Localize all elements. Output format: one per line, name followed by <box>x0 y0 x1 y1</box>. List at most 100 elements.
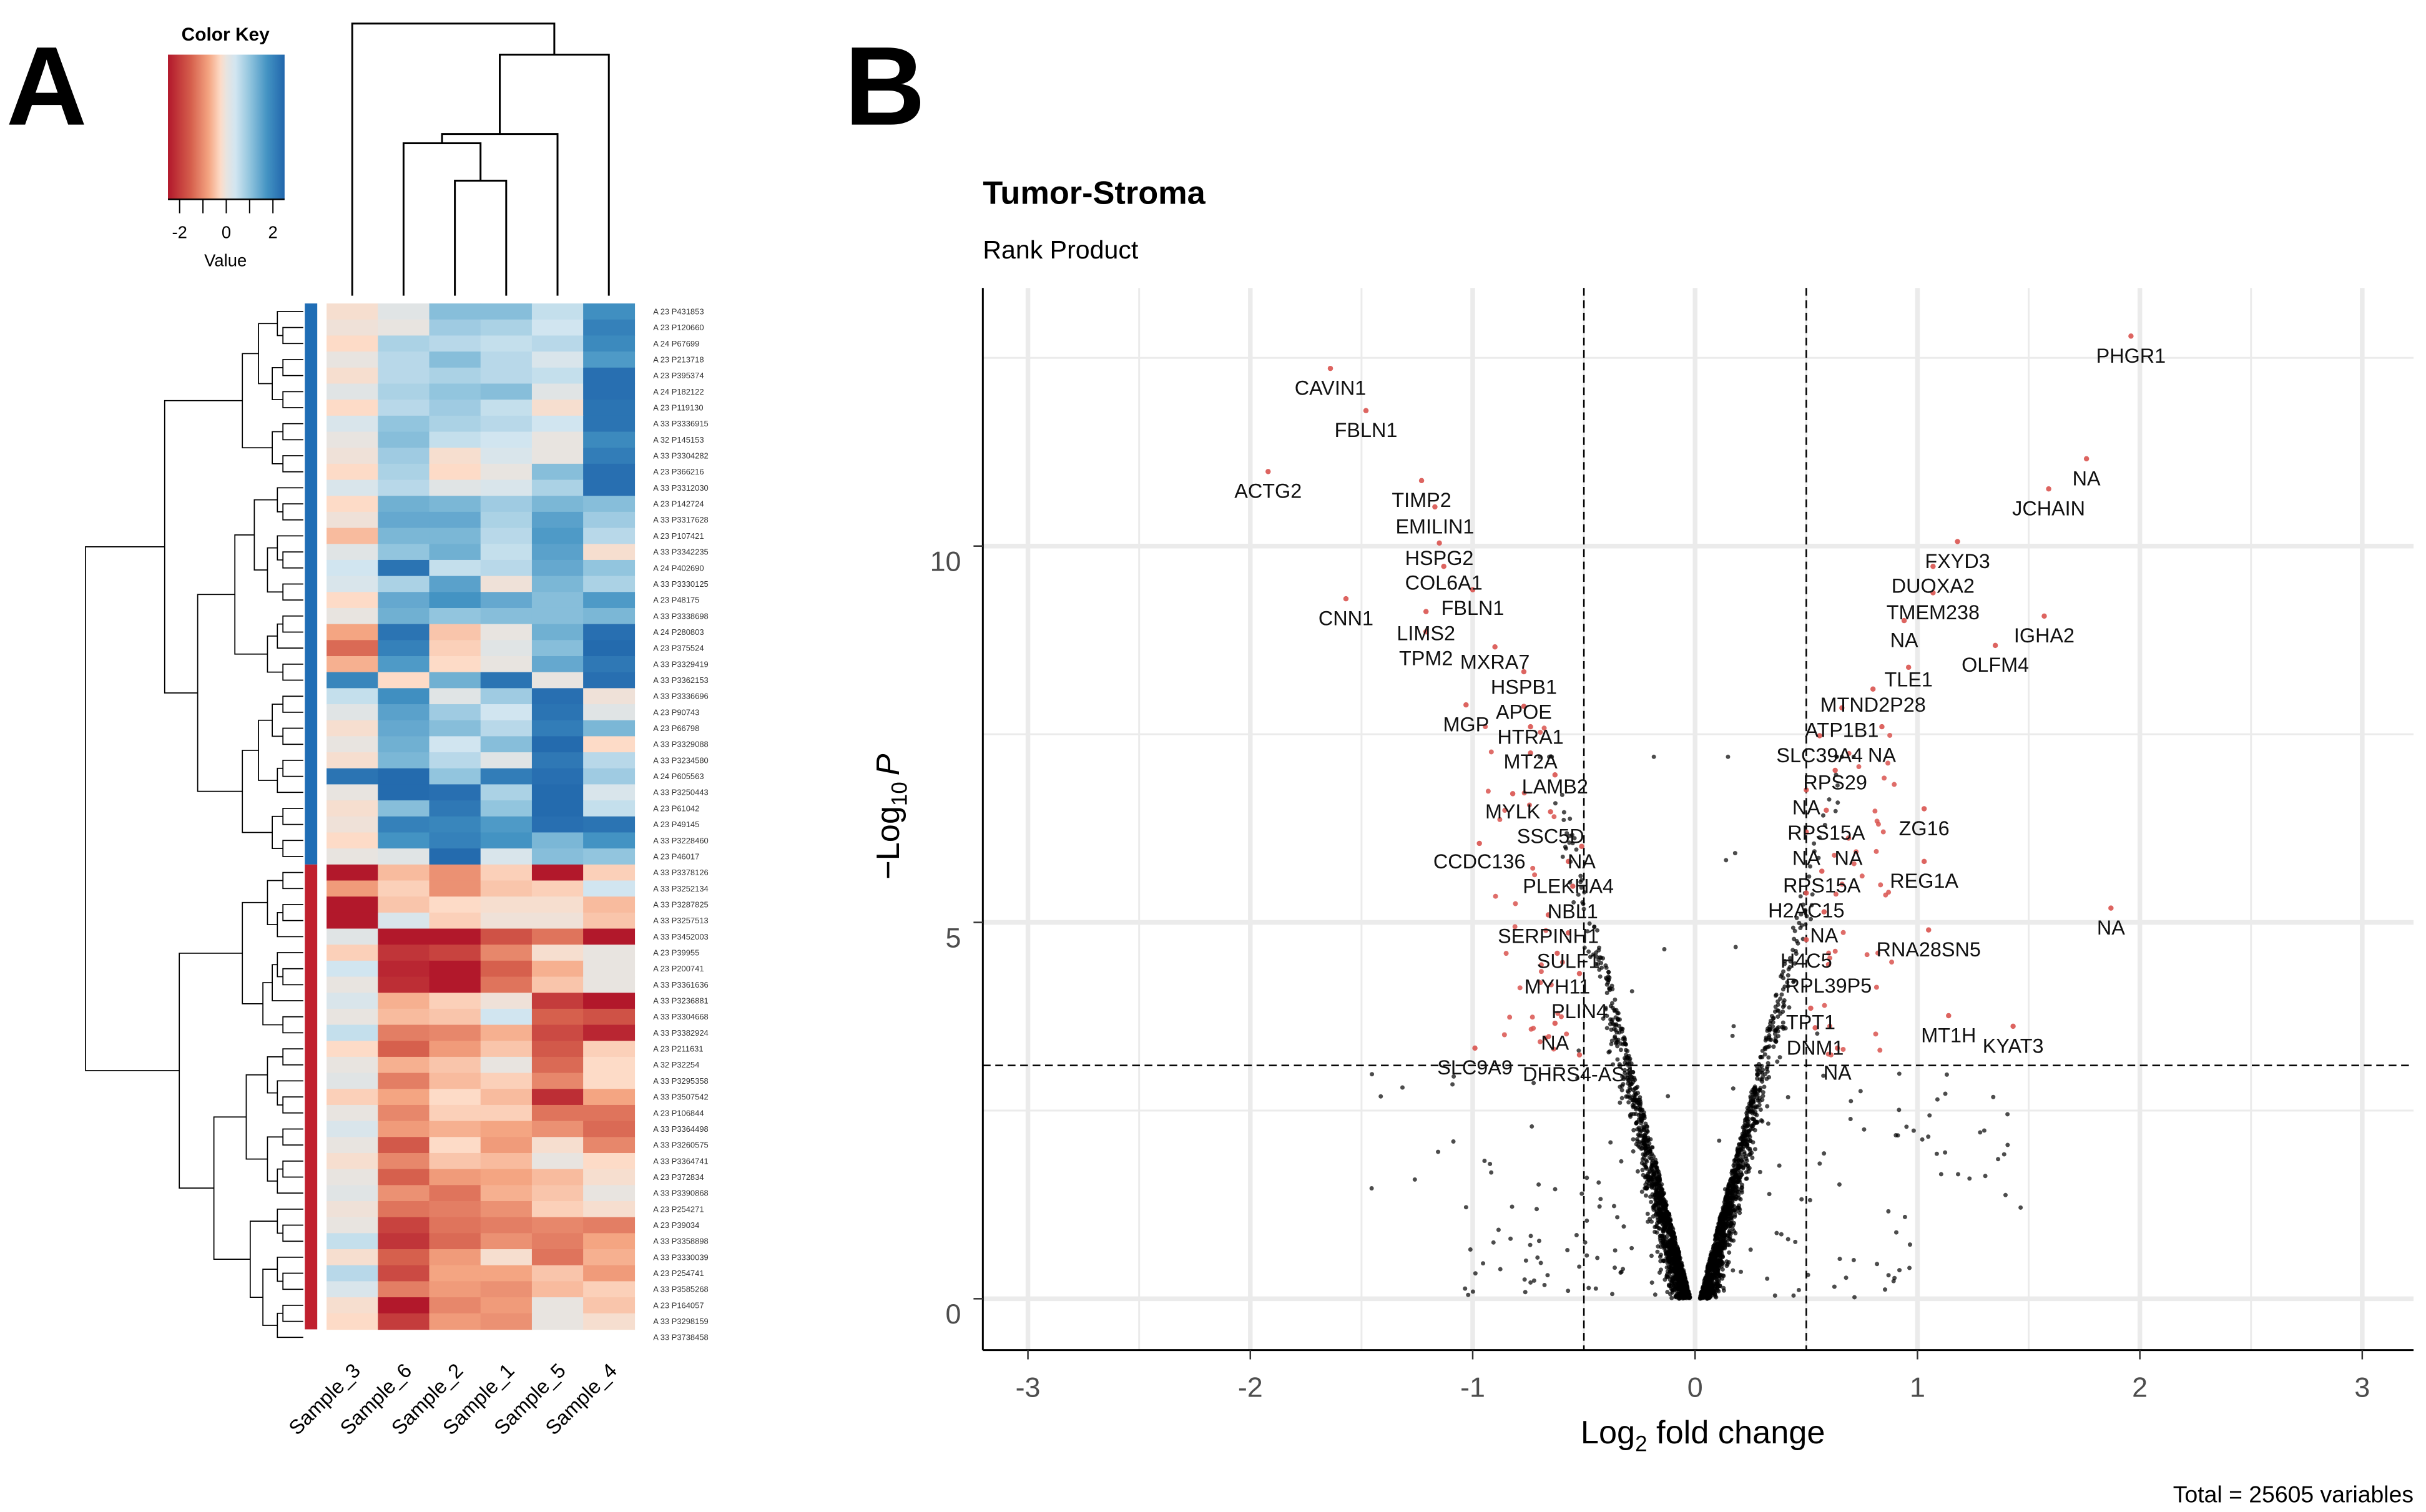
data-point <box>1655 1202 1660 1207</box>
data-point <box>1450 1082 1455 1087</box>
heatmap-cell <box>378 1281 430 1298</box>
column-dendrogram <box>351 22 610 296</box>
color-key-axis: -2 0 2 <box>168 198 285 242</box>
significant-point <box>1501 1032 1507 1038</box>
heatmap-cell <box>480 655 533 673</box>
data-point <box>1798 926 1803 931</box>
dendrogram-branch <box>277 952 303 978</box>
data-point <box>1666 1094 1671 1099</box>
data-point <box>1748 1094 1753 1099</box>
data-point <box>1451 1074 1456 1079</box>
heatmap-cell <box>378 367 430 385</box>
data-point <box>1565 1248 1570 1252</box>
data-point <box>1642 1114 1647 1119</box>
data-point <box>1777 1055 1782 1060</box>
data-point <box>1644 1146 1649 1151</box>
data-point <box>1609 1001 1614 1006</box>
data-point <box>1744 1156 1749 1161</box>
significant-point <box>1555 1011 1561 1016</box>
significant-point <box>1833 891 1839 897</box>
data-point <box>1793 1239 1798 1244</box>
heatmap-cell <box>429 1073 481 1090</box>
heatmap-cell <box>378 912 430 930</box>
labeled-point <box>1879 724 1885 730</box>
heatmap-cell <box>480 592 533 609</box>
data-point <box>1553 1187 1558 1192</box>
labeled-point <box>1565 858 1571 865</box>
data-point <box>1671 1267 1676 1272</box>
heatmap-cell <box>531 704 584 721</box>
data-point <box>1709 1275 1714 1280</box>
data-point <box>1741 1165 1746 1170</box>
heatmap-cell <box>327 800 379 817</box>
data-point <box>1773 1004 1778 1009</box>
heatmap-cell <box>531 832 584 849</box>
heatmap-cell <box>480 319 533 336</box>
data-point <box>1612 1008 1617 1013</box>
gene-label: H2AC15 <box>1768 900 1844 922</box>
data-point <box>1815 1031 1820 1036</box>
data-point <box>1669 1251 1674 1256</box>
dendrogram-branch <box>282 326 303 345</box>
significant-point <box>1538 980 1543 986</box>
data-point <box>1886 1209 1891 1214</box>
significant-point <box>1503 951 1509 956</box>
y-axis-title-main: −Log <box>870 806 906 880</box>
heatmap-cell <box>429 976 481 993</box>
data-point <box>1648 1217 1653 1222</box>
data-point <box>1536 1182 1541 1187</box>
data-point <box>1669 1295 1674 1300</box>
heatmap-cell <box>327 928 379 945</box>
dendrogram-branch <box>282 1096 303 1114</box>
significant-point <box>1883 892 1888 898</box>
gene-label: MYLK <box>1485 800 1541 823</box>
heatmap-cell <box>531 1104 584 1122</box>
data-point <box>1595 928 1600 933</box>
data-point <box>1665 1260 1670 1265</box>
data-point <box>1624 1042 1629 1047</box>
row-label: A 23 P106844 <box>653 1108 704 1117</box>
gene-label: DHRS4-AS1 <box>1523 1063 1636 1086</box>
gene-label: DNM1 <box>1787 1036 1844 1059</box>
heatmap-cell <box>583 655 636 673</box>
labeled-point <box>1825 961 1832 968</box>
data-point <box>1653 1292 1657 1297</box>
heatmap-cell <box>583 319 636 336</box>
data-point <box>1687 1295 1692 1300</box>
data-point <box>1848 1116 1853 1121</box>
data-point <box>1568 817 1573 822</box>
heatmap-cell <box>429 1089 481 1106</box>
data-point <box>1717 1227 1722 1232</box>
data-point <box>1604 1013 1609 1018</box>
heatmap-cell <box>480 1104 533 1122</box>
data-point <box>1944 1072 1949 1077</box>
heatmap-cell <box>480 945 533 961</box>
heatmap-cell <box>480 479 533 496</box>
gene-label: FBLN1 <box>1335 419 1398 441</box>
data-point <box>2005 1112 2010 1117</box>
heatmap-cell <box>327 1281 379 1298</box>
heatmap-cell <box>378 1056 430 1074</box>
heatmap-cell <box>429 544 481 561</box>
heatmap-cell <box>583 383 636 400</box>
gene-label: JCHAIN <box>2012 497 2085 519</box>
significant-point <box>1880 829 1886 835</box>
heatmap-cell <box>531 960 584 978</box>
data-point <box>1729 1214 1734 1219</box>
heatmap-cell <box>327 544 379 561</box>
data-point <box>1666 1230 1671 1235</box>
heatmap-cell <box>429 1281 481 1298</box>
data-point <box>1747 1166 1752 1171</box>
data-point <box>1714 1284 1719 1289</box>
heatmap-cell <box>480 1201 533 1218</box>
labeled-point <box>1418 478 1425 484</box>
labeled-point <box>1930 590 1936 596</box>
data-point <box>1844 1275 1849 1280</box>
data-point <box>1586 1285 1591 1290</box>
data-point <box>1620 1074 1625 1079</box>
data-point <box>1767 1192 1772 1197</box>
data-point <box>1991 1094 1996 1099</box>
data-point <box>1938 1172 1943 1177</box>
data-point <box>1767 1033 1772 1038</box>
heatmap-cell <box>480 752 533 769</box>
